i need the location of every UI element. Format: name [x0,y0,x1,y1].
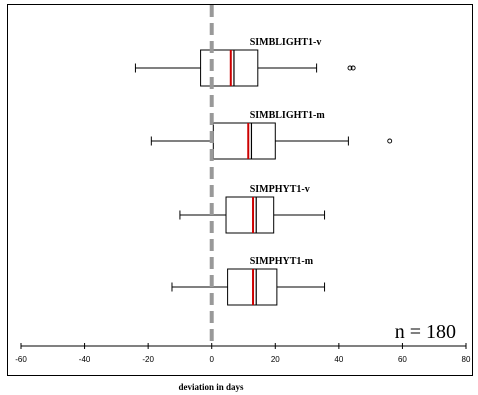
outlier-point [350,65,356,71]
iqr-box [225,196,275,234]
series-label: SIMBLIGHT1-v [250,37,322,48]
outlier-point [387,138,393,144]
box-SIMBLIGHT1-m: SIMBLIGHT1-m [150,110,393,160]
plot-frame [7,4,473,376]
x-axis-label: deviation in days [178,382,244,392]
boxes-layer: SIMBLIGHT1-v SIMBLIGHT1-m SIMPHYT1-v SIMPHY… [134,5,393,346]
x-tick-label: -20 [142,355,154,364]
x-tick-label: 60 [398,355,407,364]
annotation-n: n = 180 [395,321,456,343]
x-tick-label: -40 [79,355,91,364]
x-tick-label: -60 [15,355,27,364]
x-tick-label: 40 [334,355,343,364]
x-tick-label: 0 [209,355,214,364]
x-tick-label: 20 [271,355,280,364]
outlier-point [347,65,353,71]
iqr-box [212,122,276,160]
series-label: SIMPHYT1-v [250,184,310,195]
box-SIMBLIGHT1-v: SIMBLIGHT1-v [134,37,356,87]
x-tick-label: 80 [462,355,471,364]
box-SIMPHYT1-m: SIMPHYT1-m [171,256,326,306]
x-axis: -60 -40 -20 0 20 40 60 80 [15,343,471,364]
iqr-box [200,49,259,87]
box-SIMPHYT1-v: SIMPHYT1-v [179,184,326,234]
series-label: SIMPHYT1-m [250,256,314,267]
series-label: SIMBLIGHT1-m [250,110,326,121]
